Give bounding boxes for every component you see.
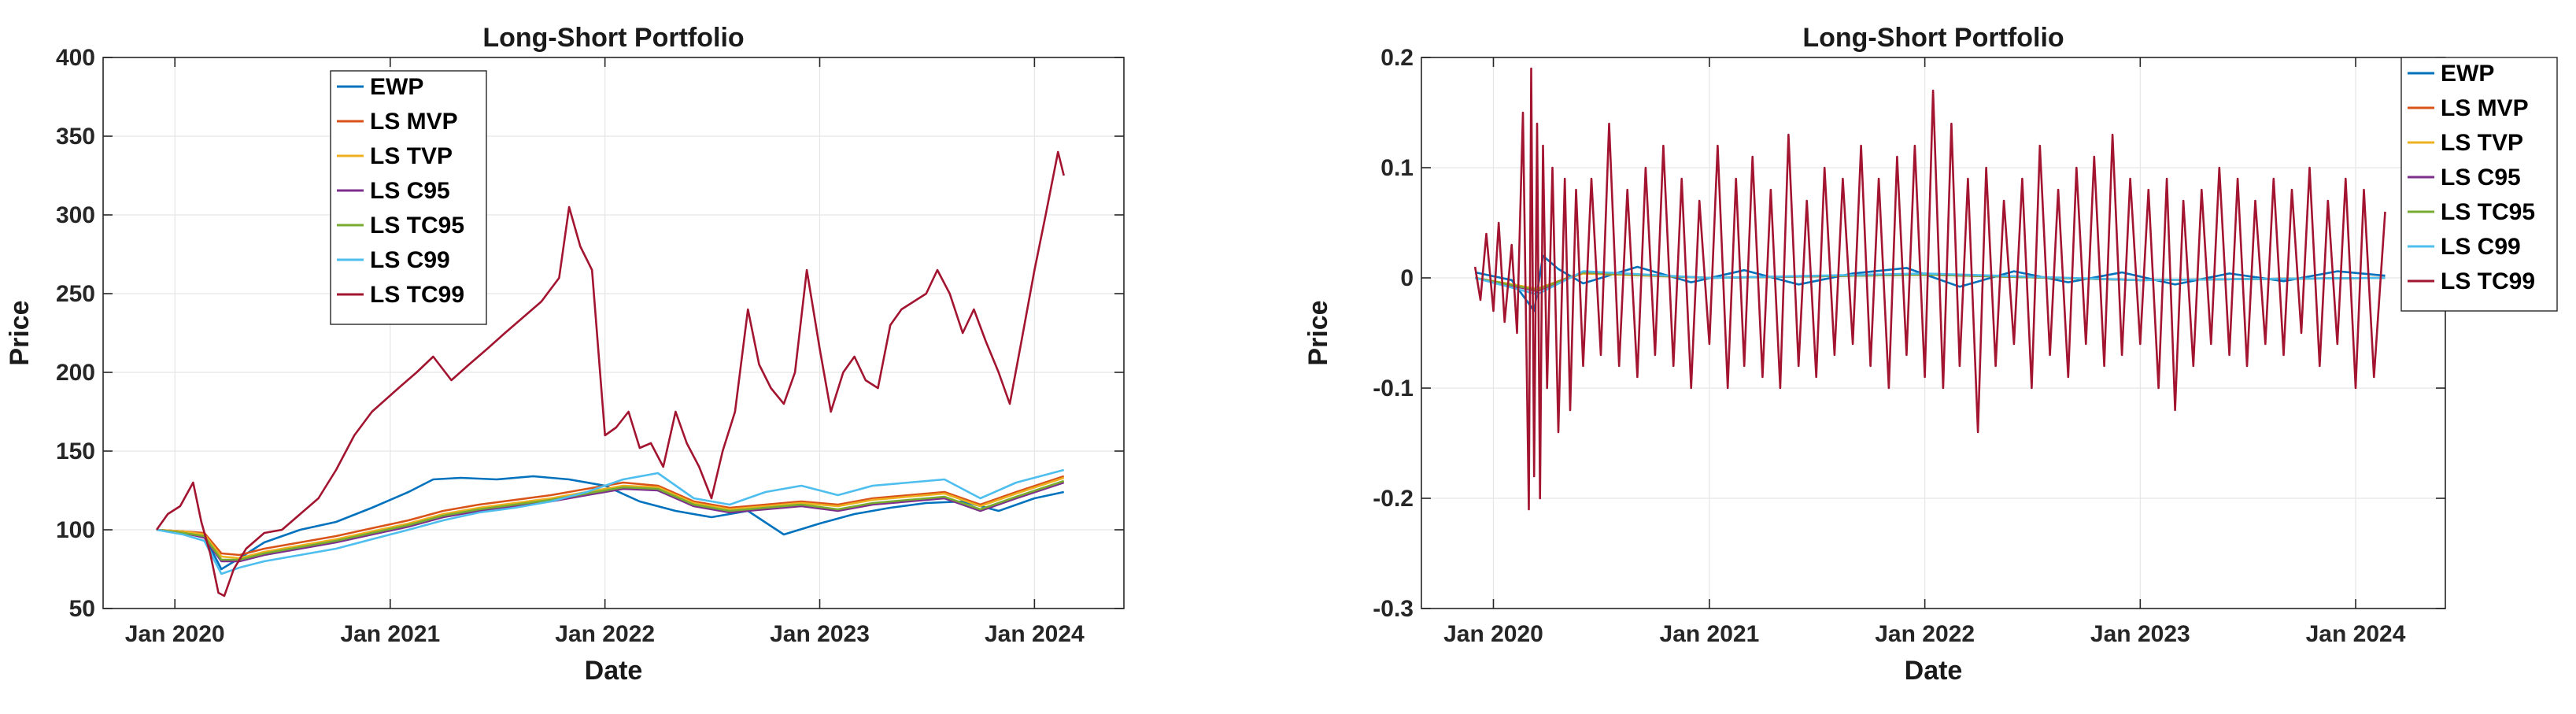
y-tick-label: 50 — [69, 596, 95, 622]
legend: EWP LS MVP LS TVP LS C95 LS TC95 LS C99 LS TC9… — [2400, 57, 2558, 312]
series-line-ls-tc99 — [155, 150, 1065, 597]
legend-label-ls-tc95: LS TC95 — [2441, 199, 2535, 225]
series-lines — [1473, 67, 2386, 511]
series-lines — [155, 150, 1065, 597]
x-axis-label: Date — [585, 656, 643, 686]
y-tick-label: 250 — [56, 281, 95, 307]
y-tick-label: 150 — [56, 438, 95, 464]
y-tick-label: 100 — [56, 517, 95, 543]
legend-label-ls-mvp: LS MVP — [370, 109, 458, 135]
y-tick-label: 0.2 — [1380, 45, 1414, 71]
legend-label-ls-tc99: LS TC99 — [370, 282, 464, 308]
legend-label-ls-mvp: LS MVP — [2441, 95, 2529, 121]
series-line-ls-c99 — [156, 468, 1065, 575]
legend-label-ewp: EWP — [2441, 61, 2494, 87]
y-tick-label: 300 — [56, 202, 95, 228]
x-tick-label: Jan 2020 — [1443, 621, 1543, 647]
series-line-ewp — [156, 475, 1064, 571]
x-tick-label: Jan 2020 — [125, 621, 225, 647]
chart-title: Long-Short Portfolio — [482, 23, 744, 53]
legend-label-ls-tc95: LS TC95 — [370, 213, 464, 239]
x-tick-label: Jan 2024 — [2306, 621, 2406, 647]
x-tick-label: Jan 2023 — [2090, 621, 2190, 647]
plot-area — [1421, 57, 2445, 609]
series-line-ls-tc99 — [1473, 67, 2386, 511]
y-tick-label: 0.1 — [1380, 155, 1414, 181]
legend-label-ewp: EWP — [370, 74, 423, 100]
series-line-ls-c99 — [1474, 270, 2386, 296]
x-tick-label: Jan 2022 — [555, 621, 655, 647]
x-tick-label: Jan 2024 — [985, 621, 1085, 647]
x-tick-label: Jan 2021 — [340, 621, 440, 647]
x-axis: Jan 2020 Jan 2021 Jan 2022 Jan 2023 Jan 2024 — [125, 57, 1085, 647]
y-axis: -0.3 -0.2 -0.1 0 0.1 0.2 — [1373, 45, 2445, 622]
axes-frame — [102, 57, 1125, 609]
x-tick-label: Jan 2023 — [770, 621, 870, 647]
legend-label-ls-tc99: LS TC99 — [2441, 268, 2535, 294]
axes-frame — [1421, 57, 2446, 609]
plot-area — [103, 57, 1124, 609]
legend-box — [330, 70, 487, 325]
y-axis-label: Price — [1303, 300, 1333, 365]
series-line-ls-mvp — [156, 475, 1065, 557]
series-line-ls-tvp — [156, 476, 1065, 560]
series-line-ewp — [1474, 254, 2386, 313]
legend-box — [2400, 57, 2558, 312]
legend-label-ls-c95: LS C95 — [370, 178, 450, 204]
grid — [103, 57, 1124, 609]
x-tick-label: Jan 2022 — [1875, 621, 1975, 647]
x-tick-label: Jan 2021 — [1660, 621, 1760, 647]
x-axis-label: Date — [1905, 656, 1963, 686]
y-tick-label: 350 — [56, 124, 95, 150]
legend-label-ls-c99: LS C99 — [2441, 234, 2521, 260]
x-axis: Jan 2020 Jan 2021 Jan 2022 Jan 2023 Jan 2024 — [1443, 57, 2406, 647]
y-tick-label: 0 — [1400, 265, 1414, 291]
y-axis-label: Price — [5, 300, 35, 365]
y-tick-label: 200 — [56, 360, 95, 386]
y-tick-label: -0.3 — [1373, 596, 1414, 622]
legend: EWP LS MVP LS TVP LS C95 LS TC95 LS C99 LS TC9… — [330, 70, 487, 325]
legend-label-ls-c99: LS C99 — [370, 247, 450, 273]
legend-label-ls-c95: LS C95 — [2441, 165, 2521, 191]
legend-label-ls-tvp: LS TVP — [370, 143, 453, 169]
chart-title: Long-Short Portfolio — [1802, 23, 2064, 53]
y-tick-label: -0.2 — [1373, 486, 1414, 512]
series-line-ls-c95 — [156, 481, 1065, 563]
y-tick-label: 400 — [56, 45, 95, 71]
legend-label-ls-tvp: LS TVP — [2441, 130, 2523, 156]
y-tick-label: -0.1 — [1373, 375, 1414, 401]
y-axis: 50 100 150 200 250 300 350 400 — [56, 45, 1124, 622]
